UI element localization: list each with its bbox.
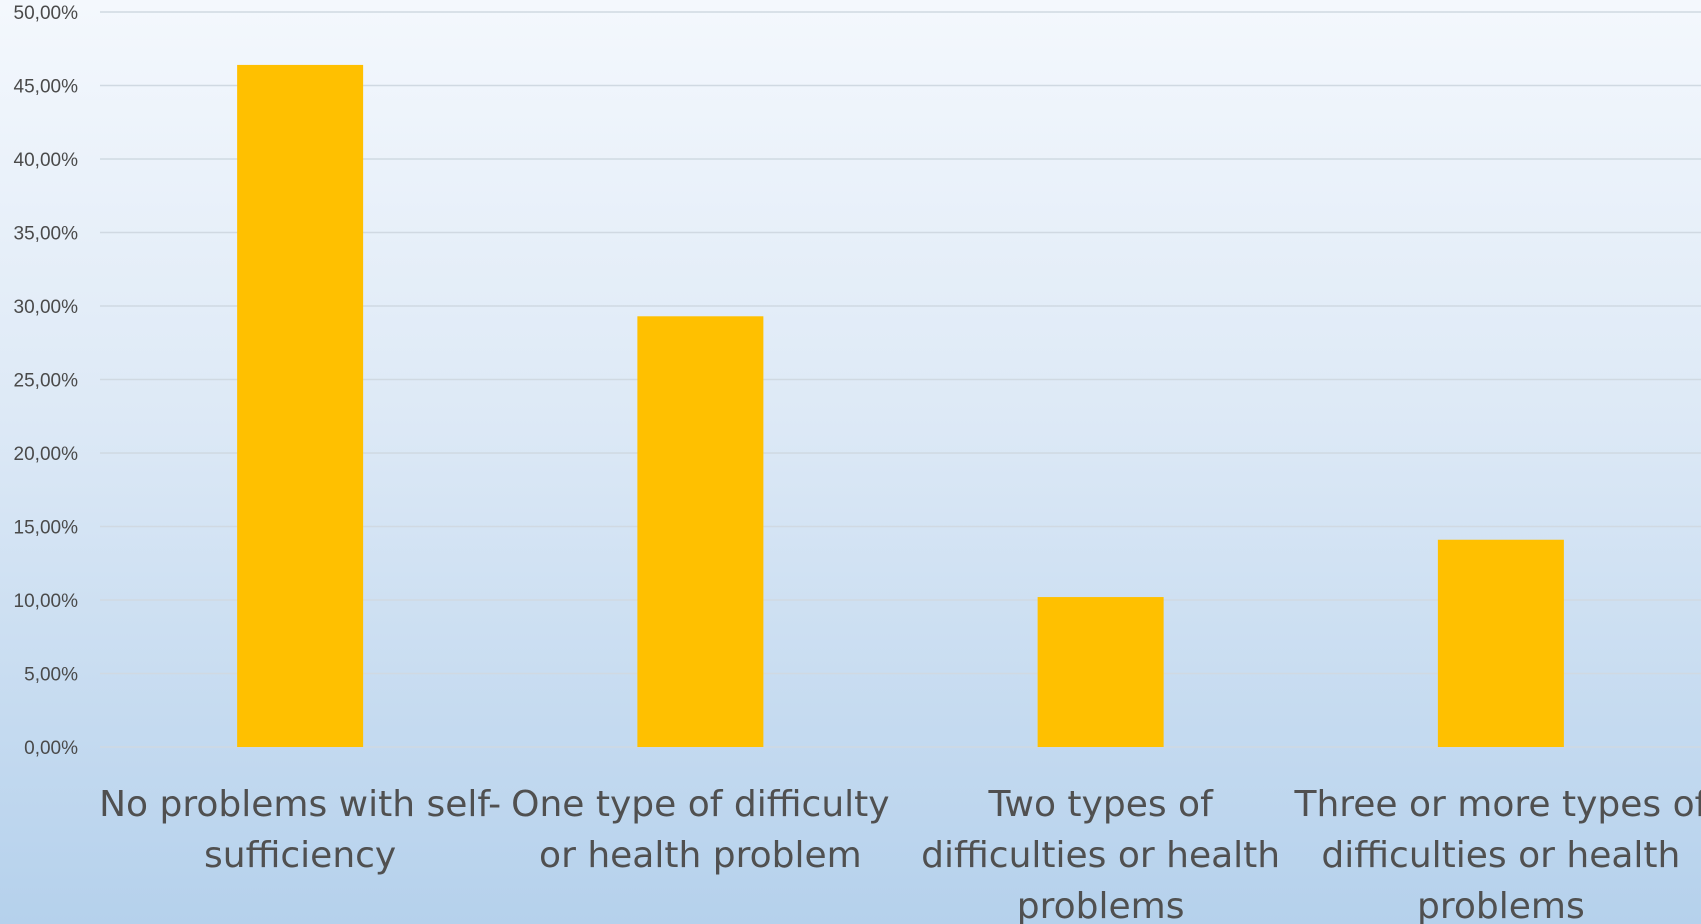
y-tick-label: 50,00% [14, 3, 79, 24]
x-category-label-line: difficulties or health [1321, 835, 1680, 876]
x-category-label: One type of difficulty or health problem [511, 784, 889, 876]
x-category-label: Three or more types of difficulties or he… [1293, 784, 1701, 924]
y-tick-label: 0,00% [24, 738, 78, 759]
y-tick-label: 10,00% [14, 591, 79, 612]
y-tick-label: 25,00% [14, 371, 79, 392]
y-tick-label: 15,00% [14, 518, 79, 539]
x-category-label-line: problems [1017, 886, 1185, 924]
bar [637, 316, 764, 747]
x-category-label-line: problems [1417, 886, 1585, 924]
y-tick-label: 35,00% [14, 224, 79, 245]
x-category-label-line: or health problem [539, 835, 862, 876]
x-category-label-line: sufficiency [204, 835, 396, 876]
y-tick-label: 5,00% [24, 665, 78, 686]
x-category-label-line: difficulties or health [921, 835, 1280, 876]
x-category-label-line: Two types of [987, 784, 1214, 825]
bar [1037, 597, 1164, 747]
y-tick-label: 40,00% [14, 150, 79, 171]
bar [237, 64, 364, 748]
x-category-label-line: Three or more types of [1293, 784, 1701, 825]
y-tick-label: 30,00% [14, 297, 79, 318]
bar [1437, 539, 1564, 747]
y-tick-label: 45,00% [14, 77, 79, 98]
x-category-label-line: No problems with self- [99, 784, 501, 825]
y-tick-label: 20,00% [14, 444, 79, 465]
x-category-label: Two types of difficulties or health proble… [921, 784, 1280, 924]
x-category-label: No problems with self-sufficiency [99, 784, 501, 876]
x-category-label-line: One type of difficulty [511, 784, 889, 825]
